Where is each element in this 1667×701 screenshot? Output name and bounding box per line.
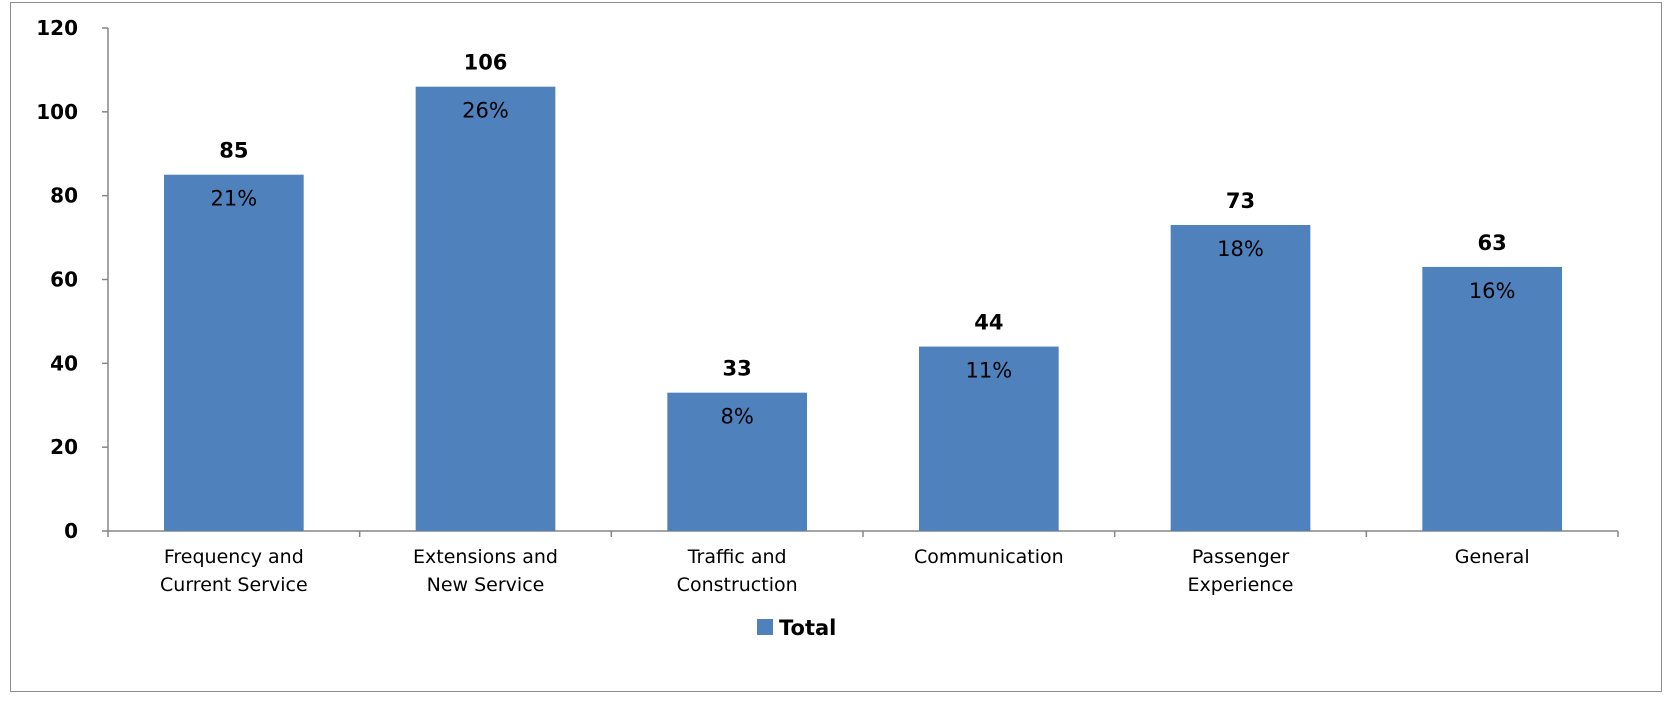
bar-percent-label: 21%	[210, 187, 257, 211]
bar	[918, 346, 1059, 531]
bar-percent-label: 8%	[721, 405, 754, 429]
bar	[1170, 225, 1311, 531]
y-tick-label: 60	[50, 268, 78, 292]
bar	[415, 86, 556, 531]
bar-value-label: 73	[1226, 189, 1255, 213]
legend-label: Total	[779, 616, 836, 640]
x-category-label: Frequency and	[164, 546, 304, 568]
bar-value-label: 44	[974, 311, 1003, 335]
x-category-label: Extensions and	[413, 546, 558, 568]
bar	[667, 392, 808, 531]
y-tick-label: 80	[50, 184, 78, 208]
y-tick-label: 0	[64, 519, 78, 543]
x-category-label: Traffic and	[687, 546, 787, 568]
bar	[1422, 266, 1563, 531]
y-tick-label: 40	[50, 351, 78, 375]
bar-value-label: 85	[219, 139, 248, 163]
x-category-label: General	[1455, 546, 1530, 568]
x-category-label: Construction	[677, 574, 798, 596]
bar	[163, 174, 304, 532]
x-category-label: Passenger	[1192, 546, 1290, 568]
y-tick-label: 100	[36, 100, 78, 124]
bar-value-label: 106	[464, 51, 508, 75]
bar-percent-label: 11%	[965, 359, 1012, 383]
x-category-label: Communication	[914, 546, 1064, 568]
x-category-label: New Service	[427, 574, 545, 596]
bar-percent-label: 16%	[1469, 279, 1516, 303]
legend-swatch	[757, 619, 773, 635]
bar-percent-label: 18%	[1217, 237, 1264, 261]
bar-value-label: 63	[1478, 231, 1507, 255]
x-category-label: Current Service	[160, 574, 308, 596]
bar-percent-label: 26%	[462, 99, 509, 123]
bar-value-label: 33	[723, 357, 752, 381]
x-category-label: Experience	[1188, 574, 1294, 596]
y-tick-label: 20	[50, 435, 78, 459]
y-tick-label: 120	[36, 16, 78, 40]
